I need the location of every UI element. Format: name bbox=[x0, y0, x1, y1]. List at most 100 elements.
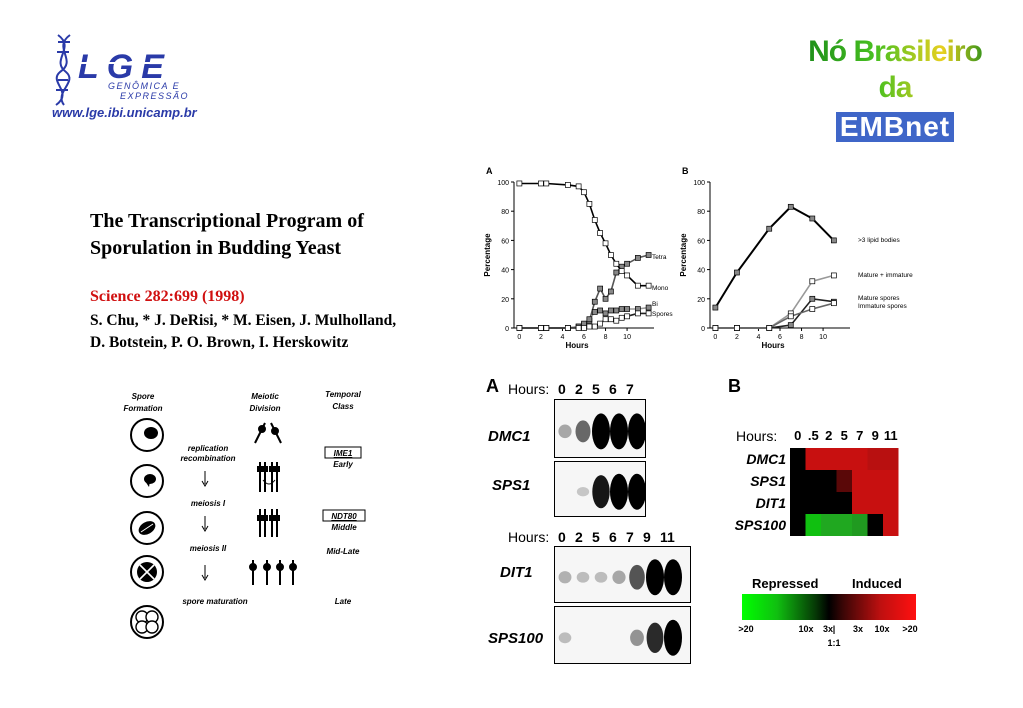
stage-meiosis-2: meiosis II bbox=[190, 544, 227, 553]
cell-stage-5-icon bbox=[130, 605, 164, 639]
x-tick-label: 10 bbox=[623, 334, 631, 341]
blot-gene-dmc1: DMC1 bbox=[488, 428, 531, 445]
heatmap-cell bbox=[821, 448, 837, 470]
col-temporal-1: Temporal bbox=[325, 390, 361, 399]
col-spore-2: Formation bbox=[123, 404, 162, 413]
data-point bbox=[830, 272, 837, 279]
x-tick-label: 4 bbox=[561, 334, 565, 341]
data-point bbox=[608, 307, 614, 314]
x-tick-label: 8 bbox=[604, 334, 608, 341]
lge-subtitle-1: GENÔMICA E bbox=[108, 81, 180, 91]
data-point bbox=[581, 325, 587, 331]
blot-time-label: 6 bbox=[609, 381, 617, 397]
blot-time-label: 7 bbox=[626, 529, 634, 545]
data-point bbox=[624, 260, 630, 267]
series-line bbox=[715, 302, 835, 329]
arrow-icons bbox=[201, 471, 209, 581]
data-point bbox=[581, 189, 587, 196]
blot-band bbox=[646, 559, 664, 596]
heatmap-gene-label: DMC1 bbox=[746, 451, 786, 467]
blot-time-label: 5 bbox=[592, 381, 600, 397]
paper-title-line1: The Transcriptional Program of bbox=[90, 210, 364, 232]
data-point bbox=[645, 310, 652, 317]
data-point bbox=[613, 260, 620, 267]
x-tick-label: 2 bbox=[735, 334, 739, 341]
data-point bbox=[597, 285, 604, 292]
col-meiotic-1: Meiotic bbox=[251, 392, 279, 401]
data-point bbox=[543, 325, 550, 331]
data-point bbox=[613, 317, 620, 324]
y-tick-label: 60 bbox=[697, 238, 705, 245]
data-point bbox=[602, 316, 609, 323]
data-point bbox=[624, 272, 630, 279]
heatmap-gene-label: SPS1 bbox=[750, 473, 786, 489]
data-point bbox=[575, 325, 582, 331]
legend-induced: Induced bbox=[852, 576, 902, 591]
heatmap-time-label: .5 bbox=[808, 428, 819, 443]
blot-sps1 bbox=[554, 461, 646, 517]
data-point bbox=[809, 278, 816, 285]
blot-time-label: 2 bbox=[575, 529, 583, 545]
data-point bbox=[543, 180, 550, 187]
y-tick-label: 80 bbox=[697, 209, 705, 216]
data-point bbox=[591, 298, 598, 305]
chart-panel-label: B bbox=[682, 166, 689, 176]
heatmap-cell bbox=[883, 492, 899, 514]
series-label: Mature spores bbox=[858, 295, 900, 302]
blot-time-label: 11 bbox=[660, 529, 675, 545]
blot-band bbox=[558, 571, 572, 584]
data-point bbox=[586, 201, 593, 207]
x-tick-label: 6 bbox=[778, 334, 782, 341]
lge-logo: LGE GENÔMICA E EXPRESSÃO bbox=[48, 30, 223, 110]
blot-band bbox=[575, 420, 591, 443]
blot-band bbox=[558, 424, 572, 439]
data-point bbox=[809, 215, 816, 222]
heatmap-cell bbox=[790, 514, 806, 536]
heatmap-cell bbox=[821, 492, 837, 514]
data-point bbox=[516, 325, 523, 331]
y-tick-label: 80 bbox=[501, 209, 509, 216]
blot-band bbox=[664, 559, 682, 596]
data-point bbox=[645, 282, 652, 289]
legend-center: 1:1 bbox=[827, 638, 840, 648]
data-point bbox=[608, 288, 614, 295]
heatmap-time-label: 0 bbox=[794, 428, 801, 443]
legend-repressed: Repressed bbox=[752, 576, 819, 591]
blot-band bbox=[646, 622, 664, 653]
data-point bbox=[634, 255, 641, 261]
heatmap-cell bbox=[821, 514, 837, 536]
series-line bbox=[715, 274, 835, 329]
series-label: Immature spores bbox=[858, 303, 908, 310]
paper-authors: S. Chu, * J. DeRisi, * M. Eisen, J. Mulh… bbox=[90, 310, 470, 354]
y-tick-label: 20 bbox=[501, 297, 509, 304]
y-tick-label: 40 bbox=[501, 268, 509, 275]
stage-meiosis-1: meiosis I bbox=[191, 499, 226, 508]
col-meiotic-2: Division bbox=[249, 404, 280, 413]
blot-time-label: 7 bbox=[626, 381, 634, 397]
blot-gene-sps100: SPS100 bbox=[488, 630, 544, 647]
class-mid-late: Mid-Late bbox=[327, 547, 360, 556]
blot-band bbox=[664, 619, 682, 656]
legend-tick: 3x bbox=[823, 624, 833, 634]
data-point bbox=[586, 316, 593, 323]
heatmap-cell bbox=[852, 448, 868, 470]
data-point bbox=[734, 269, 740, 276]
blot-top-hours-label: Hours: bbox=[508, 381, 550, 397]
x-tick-label: 2 bbox=[539, 334, 543, 341]
blot-band bbox=[612, 570, 626, 585]
blot-dmc1 bbox=[554, 399, 646, 458]
paper-authors-line1: S. Chu, * J. DeRisi, * M. Eisen, J. Mulh… bbox=[90, 312, 397, 329]
chart-panel-label: A bbox=[486, 166, 493, 176]
paper-title: The Transcriptional Program of Sporulati… bbox=[90, 208, 450, 262]
data-point bbox=[809, 306, 816, 312]
heatmap-time-label: 5 bbox=[841, 428, 848, 443]
data-point bbox=[538, 180, 544, 187]
blot-gene-sps1: SPS1 bbox=[492, 477, 531, 494]
data-point bbox=[766, 225, 773, 232]
blot-time-label: 2 bbox=[575, 381, 583, 397]
data-point bbox=[734, 325, 740, 331]
heatmap-gene-label: DIT1 bbox=[756, 495, 787, 511]
lge-url-link[interactable]: www.lge.ibi.unicamp.br bbox=[52, 105, 197, 120]
blot-band bbox=[592, 413, 610, 450]
